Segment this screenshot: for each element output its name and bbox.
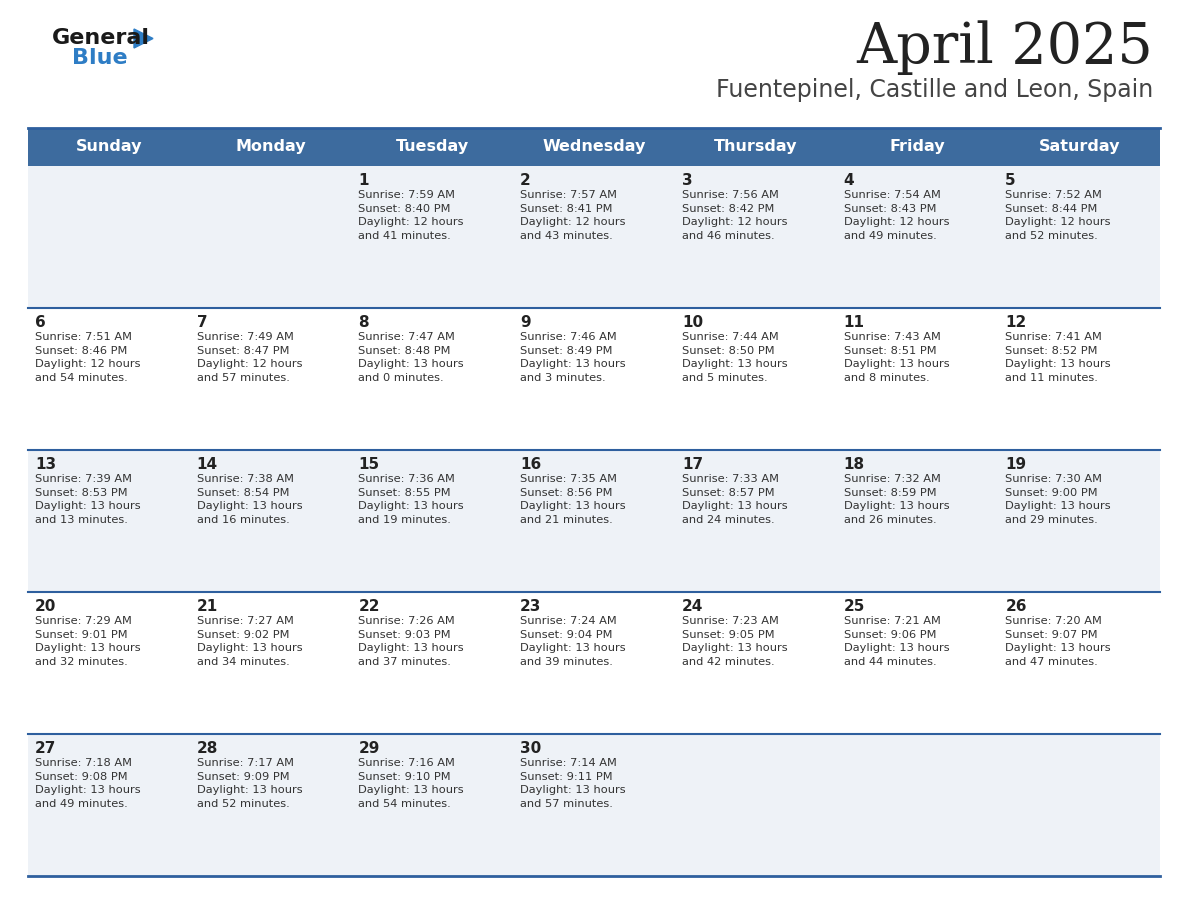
Text: Sunrise: 7:54 AM
Sunset: 8:43 PM
Daylight: 12 hours
and 49 minutes.: Sunrise: 7:54 AM Sunset: 8:43 PM Dayligh… — [843, 190, 949, 241]
Text: Sunrise: 7:17 AM
Sunset: 9:09 PM
Daylight: 13 hours
and 52 minutes.: Sunrise: 7:17 AM Sunset: 9:09 PM Dayligh… — [197, 758, 302, 809]
Text: Wednesday: Wednesday — [542, 140, 646, 154]
Text: Thursday: Thursday — [714, 140, 797, 154]
Text: Sunrise: 7:23 AM
Sunset: 9:05 PM
Daylight: 13 hours
and 42 minutes.: Sunrise: 7:23 AM Sunset: 9:05 PM Dayligh… — [682, 616, 788, 666]
Text: Sunrise: 7:52 AM
Sunset: 8:44 PM
Daylight: 12 hours
and 52 minutes.: Sunrise: 7:52 AM Sunset: 8:44 PM Dayligh… — [1005, 190, 1111, 241]
Text: Sunrise: 7:32 AM
Sunset: 8:59 PM
Daylight: 13 hours
and 26 minutes.: Sunrise: 7:32 AM Sunset: 8:59 PM Dayligh… — [843, 474, 949, 525]
Text: Sunrise: 7:21 AM
Sunset: 9:06 PM
Daylight: 13 hours
and 44 minutes.: Sunrise: 7:21 AM Sunset: 9:06 PM Dayligh… — [843, 616, 949, 666]
Text: 16: 16 — [520, 457, 542, 472]
Text: General: General — [52, 28, 150, 48]
Text: Sunrise: 7:30 AM
Sunset: 9:00 PM
Daylight: 13 hours
and 29 minutes.: Sunrise: 7:30 AM Sunset: 9:00 PM Dayligh… — [1005, 474, 1111, 525]
Text: Sunrise: 7:14 AM
Sunset: 9:11 PM
Daylight: 13 hours
and 57 minutes.: Sunrise: 7:14 AM Sunset: 9:11 PM Dayligh… — [520, 758, 626, 809]
Text: 6: 6 — [34, 315, 46, 330]
Text: Sunrise: 7:59 AM
Sunset: 8:40 PM
Daylight: 12 hours
and 41 minutes.: Sunrise: 7:59 AM Sunset: 8:40 PM Dayligh… — [359, 190, 465, 241]
Text: Sunrise: 7:29 AM
Sunset: 9:01 PM
Daylight: 13 hours
and 32 minutes.: Sunrise: 7:29 AM Sunset: 9:01 PM Dayligh… — [34, 616, 140, 666]
Text: 27: 27 — [34, 741, 56, 756]
Text: 29: 29 — [359, 741, 380, 756]
Text: 3: 3 — [682, 173, 693, 188]
Text: 9: 9 — [520, 315, 531, 330]
Text: Sunrise: 7:51 AM
Sunset: 8:46 PM
Daylight: 12 hours
and 54 minutes.: Sunrise: 7:51 AM Sunset: 8:46 PM Dayligh… — [34, 332, 140, 383]
Text: Monday: Monday — [235, 140, 305, 154]
Text: 1: 1 — [359, 173, 369, 188]
Text: Sunrise: 7:47 AM
Sunset: 8:48 PM
Daylight: 13 hours
and 0 minutes.: Sunrise: 7:47 AM Sunset: 8:48 PM Dayligh… — [359, 332, 465, 383]
Text: 7: 7 — [197, 315, 208, 330]
Bar — [29, 308, 1159, 450]
Text: 19: 19 — [1005, 457, 1026, 472]
Text: Sunrise: 7:16 AM
Sunset: 9:10 PM
Daylight: 13 hours
and 54 minutes.: Sunrise: 7:16 AM Sunset: 9:10 PM Dayligh… — [359, 758, 465, 809]
Text: Sunrise: 7:27 AM
Sunset: 9:02 PM
Daylight: 13 hours
and 34 minutes.: Sunrise: 7:27 AM Sunset: 9:02 PM Dayligh… — [197, 616, 302, 666]
Bar — [29, 734, 1159, 876]
Text: Fuentepinel, Castille and Leon, Spain: Fuentepinel, Castille and Leon, Spain — [715, 78, 1154, 102]
Text: Sunrise: 7:39 AM
Sunset: 8:53 PM
Daylight: 13 hours
and 13 minutes.: Sunrise: 7:39 AM Sunset: 8:53 PM Dayligh… — [34, 474, 140, 525]
Text: 18: 18 — [843, 457, 865, 472]
Text: Sunday: Sunday — [76, 140, 143, 154]
Text: Sunrise: 7:43 AM
Sunset: 8:51 PM
Daylight: 13 hours
and 8 minutes.: Sunrise: 7:43 AM Sunset: 8:51 PM Dayligh… — [843, 332, 949, 383]
Text: Sunrise: 7:49 AM
Sunset: 8:47 PM
Daylight: 12 hours
and 57 minutes.: Sunrise: 7:49 AM Sunset: 8:47 PM Dayligh… — [197, 332, 302, 383]
Text: Sunrise: 7:33 AM
Sunset: 8:57 PM
Daylight: 13 hours
and 24 minutes.: Sunrise: 7:33 AM Sunset: 8:57 PM Dayligh… — [682, 474, 788, 525]
Text: April 2025: April 2025 — [857, 20, 1154, 74]
Text: 14: 14 — [197, 457, 217, 472]
Text: Sunrise: 7:36 AM
Sunset: 8:55 PM
Daylight: 13 hours
and 19 minutes.: Sunrise: 7:36 AM Sunset: 8:55 PM Dayligh… — [359, 474, 465, 525]
Text: 8: 8 — [359, 315, 369, 330]
Text: Friday: Friday — [890, 140, 946, 154]
Text: 10: 10 — [682, 315, 703, 330]
Text: 12: 12 — [1005, 315, 1026, 330]
Text: 28: 28 — [197, 741, 219, 756]
Text: 2: 2 — [520, 173, 531, 188]
Text: Sunrise: 7:44 AM
Sunset: 8:50 PM
Daylight: 13 hours
and 5 minutes.: Sunrise: 7:44 AM Sunset: 8:50 PM Dayligh… — [682, 332, 788, 383]
Text: Sunrise: 7:41 AM
Sunset: 8:52 PM
Daylight: 13 hours
and 11 minutes.: Sunrise: 7:41 AM Sunset: 8:52 PM Dayligh… — [1005, 332, 1111, 383]
Bar — [29, 592, 1159, 734]
Bar — [29, 166, 1159, 308]
Text: Tuesday: Tuesday — [396, 140, 469, 154]
Text: 24: 24 — [682, 599, 703, 614]
Text: 30: 30 — [520, 741, 542, 756]
Text: 5: 5 — [1005, 173, 1016, 188]
Text: 20: 20 — [34, 599, 56, 614]
Text: Sunrise: 7:24 AM
Sunset: 9:04 PM
Daylight: 13 hours
and 39 minutes.: Sunrise: 7:24 AM Sunset: 9:04 PM Dayligh… — [520, 616, 626, 666]
Text: Sunrise: 7:57 AM
Sunset: 8:41 PM
Daylight: 12 hours
and 43 minutes.: Sunrise: 7:57 AM Sunset: 8:41 PM Dayligh… — [520, 190, 626, 241]
Text: 22: 22 — [359, 599, 380, 614]
Text: 25: 25 — [843, 599, 865, 614]
Text: 15: 15 — [359, 457, 379, 472]
Bar — [29, 450, 1159, 592]
Text: 17: 17 — [682, 457, 703, 472]
Text: Blue: Blue — [72, 48, 127, 68]
Text: 21: 21 — [197, 599, 217, 614]
Text: Sunrise: 7:38 AM
Sunset: 8:54 PM
Daylight: 13 hours
and 16 minutes.: Sunrise: 7:38 AM Sunset: 8:54 PM Dayligh… — [197, 474, 302, 525]
Text: 11: 11 — [843, 315, 865, 330]
Text: Sunrise: 7:20 AM
Sunset: 9:07 PM
Daylight: 13 hours
and 47 minutes.: Sunrise: 7:20 AM Sunset: 9:07 PM Dayligh… — [1005, 616, 1111, 666]
Text: 26: 26 — [1005, 599, 1026, 614]
Text: 13: 13 — [34, 457, 56, 472]
Text: Sunrise: 7:26 AM
Sunset: 9:03 PM
Daylight: 13 hours
and 37 minutes.: Sunrise: 7:26 AM Sunset: 9:03 PM Dayligh… — [359, 616, 465, 666]
Text: 4: 4 — [843, 173, 854, 188]
Text: Sunrise: 7:35 AM
Sunset: 8:56 PM
Daylight: 13 hours
and 21 minutes.: Sunrise: 7:35 AM Sunset: 8:56 PM Dayligh… — [520, 474, 626, 525]
Text: Sunrise: 7:56 AM
Sunset: 8:42 PM
Daylight: 12 hours
and 46 minutes.: Sunrise: 7:56 AM Sunset: 8:42 PM Dayligh… — [682, 190, 788, 241]
Text: Sunrise: 7:18 AM
Sunset: 9:08 PM
Daylight: 13 hours
and 49 minutes.: Sunrise: 7:18 AM Sunset: 9:08 PM Dayligh… — [34, 758, 140, 809]
Bar — [29, 128, 1159, 166]
Text: Sunrise: 7:46 AM
Sunset: 8:49 PM
Daylight: 13 hours
and 3 minutes.: Sunrise: 7:46 AM Sunset: 8:49 PM Dayligh… — [520, 332, 626, 383]
Text: 23: 23 — [520, 599, 542, 614]
Polygon shape — [134, 29, 153, 48]
Text: Saturday: Saturday — [1038, 140, 1120, 154]
